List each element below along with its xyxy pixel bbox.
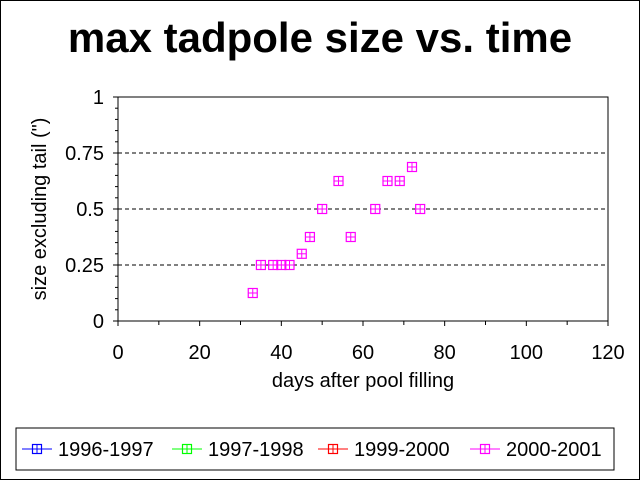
legend-label: 1999-2000: [354, 439, 450, 461]
gridlines: [118, 152, 608, 266]
y-tick-label: 1: [93, 87, 104, 109]
x-tick-label: 100: [510, 342, 543, 364]
x-tick-label: 0: [112, 342, 123, 364]
x-tick-label: 120: [591, 342, 624, 364]
legend-marker: [31, 443, 43, 455]
data-points: [247, 161, 426, 299]
axis-ticks: 0 20 40 60 80 100 120 0 0.25 0.5 0.75 1: [65, 87, 625, 364]
x-tick-label: 80: [434, 342, 456, 364]
data-point: [317, 203, 328, 215]
y-tick-label: 0.75: [65, 143, 104, 165]
x-axis-title: days after pool filling: [272, 370, 454, 392]
data-point: [370, 203, 381, 215]
x-tick-label: 40: [270, 342, 292, 364]
legend-marker: [181, 443, 193, 455]
y-tick-label: 0.25: [65, 255, 104, 277]
y-tick-label: 0: [93, 311, 104, 333]
legend-item: 1996-1997: [22, 439, 154, 461]
legend-marker: [327, 443, 339, 455]
y-tick-label: 0.5: [76, 199, 104, 221]
x-tick-label: 60: [352, 342, 374, 364]
legend-item: 1997-1998: [172, 439, 304, 461]
data-point: [394, 175, 405, 187]
data-point: [333, 175, 344, 187]
legend-item: 1999-2000: [318, 439, 450, 461]
legend-box: [15, 427, 615, 471]
data-point: [406, 161, 418, 173]
legend-label: 1997-1998: [208, 439, 304, 461]
data-point: [255, 259, 267, 271]
legend-label: 1996-1997: [58, 439, 154, 461]
legend-item: 2000-2001: [470, 439, 602, 461]
chart-title: max tadpole size vs. time: [68, 14, 572, 61]
x-tick-label: 20: [189, 342, 211, 364]
data-point: [382, 175, 393, 187]
legend: 1996-1997 1997-1998 1999-2000 2000-2001: [15, 427, 615, 471]
legend-label: 2000-2001: [506, 439, 602, 461]
data-point: [304, 231, 316, 243]
y-axis-title: size excluding tail ("): [29, 118, 51, 301]
data-point: [415, 203, 426, 215]
data-point: [284, 259, 295, 271]
data-point: [345, 231, 356, 243]
data-point: [296, 248, 307, 259]
legend-marker: [479, 443, 491, 455]
data-point: [247, 287, 258, 299]
